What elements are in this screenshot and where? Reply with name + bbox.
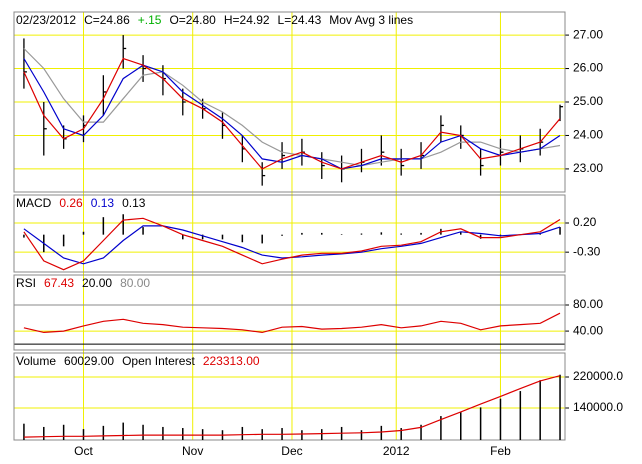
line — [23, 58, 561, 170]
histogram-bar — [499, 398, 502, 440]
histogram-bar — [122, 214, 124, 235]
histogram-bar — [559, 374, 561, 440]
histogram-bar — [380, 232, 383, 235]
legend-text: 0.13 — [122, 196, 146, 210]
legend-text: +.15 — [138, 13, 162, 27]
histogram-bar — [400, 233, 402, 235]
histogram-bar — [82, 429, 85, 440]
histogram-bar — [201, 234, 204, 240]
legend-text: 60029.00 — [64, 354, 114, 368]
histogram-bar — [301, 430, 303, 440]
panel-frame — [13, 194, 566, 273]
histogram-bar — [43, 426, 45, 440]
histogram-bar — [23, 423, 25, 440]
legend-text: RSI — [16, 276, 36, 290]
panel-frame — [13, 352, 566, 441]
y-tick-label: 40.00 — [573, 323, 603, 337]
legend-text: H=24.92 — [224, 13, 270, 27]
histogram-bar — [559, 227, 561, 235]
histogram-bar — [440, 416, 442, 440]
legend-text: 67.43 — [44, 276, 74, 290]
line — [23, 57, 561, 170]
legend-text: 02/23/2012 — [16, 13, 76, 27]
y-tick-label: 27.00 — [573, 27, 603, 41]
y-tick-label: 23.00 — [573, 161, 603, 175]
y-tick-label: 24.00 — [573, 128, 603, 142]
y-tick-label: 26.00 — [573, 61, 603, 75]
histogram-bar — [479, 407, 482, 440]
y-tick-label: -0.30 — [573, 244, 601, 258]
legend-text: 223313.00 — [203, 354, 260, 368]
histogram-bar — [460, 411, 462, 440]
legend-text: C=24.86 — [84, 13, 130, 27]
legend-text: O=24.80 — [169, 13, 216, 27]
histogram-bar — [321, 232, 323, 235]
histogram-bar — [321, 429, 323, 440]
x-tick-label: Feb — [490, 444, 511, 458]
y-tick-label: 0.20 — [573, 215, 597, 229]
histogram-bar — [142, 424, 144, 440]
histogram-bar — [162, 426, 164, 440]
y-tick-label: 80.00 — [573, 297, 603, 311]
x-tick-label: Dec — [281, 444, 302, 458]
histogram-bar — [479, 234, 482, 239]
legend-text: Mov Avg 3 lines — [329, 13, 413, 27]
histogram-bar — [62, 424, 65, 440]
histogram-bar — [360, 233, 363, 235]
y-tick-label: 25.00 — [573, 94, 603, 108]
histogram-bar — [460, 231, 462, 235]
histogram-bar — [301, 232, 303, 235]
histogram-bar — [241, 426, 244, 440]
histogram-bar — [102, 425, 105, 440]
histogram-bar — [420, 424, 422, 440]
histogram-bar — [519, 391, 522, 440]
histogram-bar — [539, 380, 541, 440]
legend-text: L=24.43 — [278, 13, 322, 27]
histogram-bar — [62, 234, 65, 247]
line — [23, 312, 561, 334]
histogram-bar — [142, 227, 144, 235]
legend-text: MACD — [16, 196, 52, 210]
x-tick-label: Oct — [74, 444, 93, 458]
histogram-bar — [221, 234, 224, 240]
x-tick-label: 2012 — [383, 444, 410, 458]
histogram-bar — [261, 234, 263, 244]
histogram-bar — [122, 422, 124, 440]
histogram-bar — [182, 234, 184, 240]
histogram-bar — [340, 234, 343, 235]
line — [23, 217, 561, 271]
legend-text: Volume — [16, 354, 56, 368]
panel-frame — [13, 11, 566, 193]
legend-text: 0.13 — [91, 196, 115, 210]
panel-frame — [13, 274, 566, 351]
histogram-bar — [102, 217, 105, 235]
line — [23, 375, 561, 438]
histogram-bar — [380, 425, 383, 440]
histogram-bar — [82, 231, 85, 235]
legend-text: Open Interest — [122, 354, 195, 368]
legend-text: 0.26 — [59, 196, 83, 210]
histogram-bar — [281, 234, 283, 236]
legend-text: 20.00 — [82, 276, 112, 290]
histogram-bar — [23, 234, 25, 238]
histogram-bar — [182, 428, 184, 440]
x-tick-label: Nov — [182, 444, 203, 458]
y-tick-label: 140000.0 — [573, 400, 623, 414]
histogram-bar — [420, 232, 422, 235]
legend-text: 80.00 — [120, 276, 150, 290]
histogram-bar — [360, 430, 363, 440]
histogram-bar — [241, 234, 244, 243]
y-tick-label: 220000.0 — [573, 369, 623, 383]
histogram-bar — [400, 428, 402, 440]
